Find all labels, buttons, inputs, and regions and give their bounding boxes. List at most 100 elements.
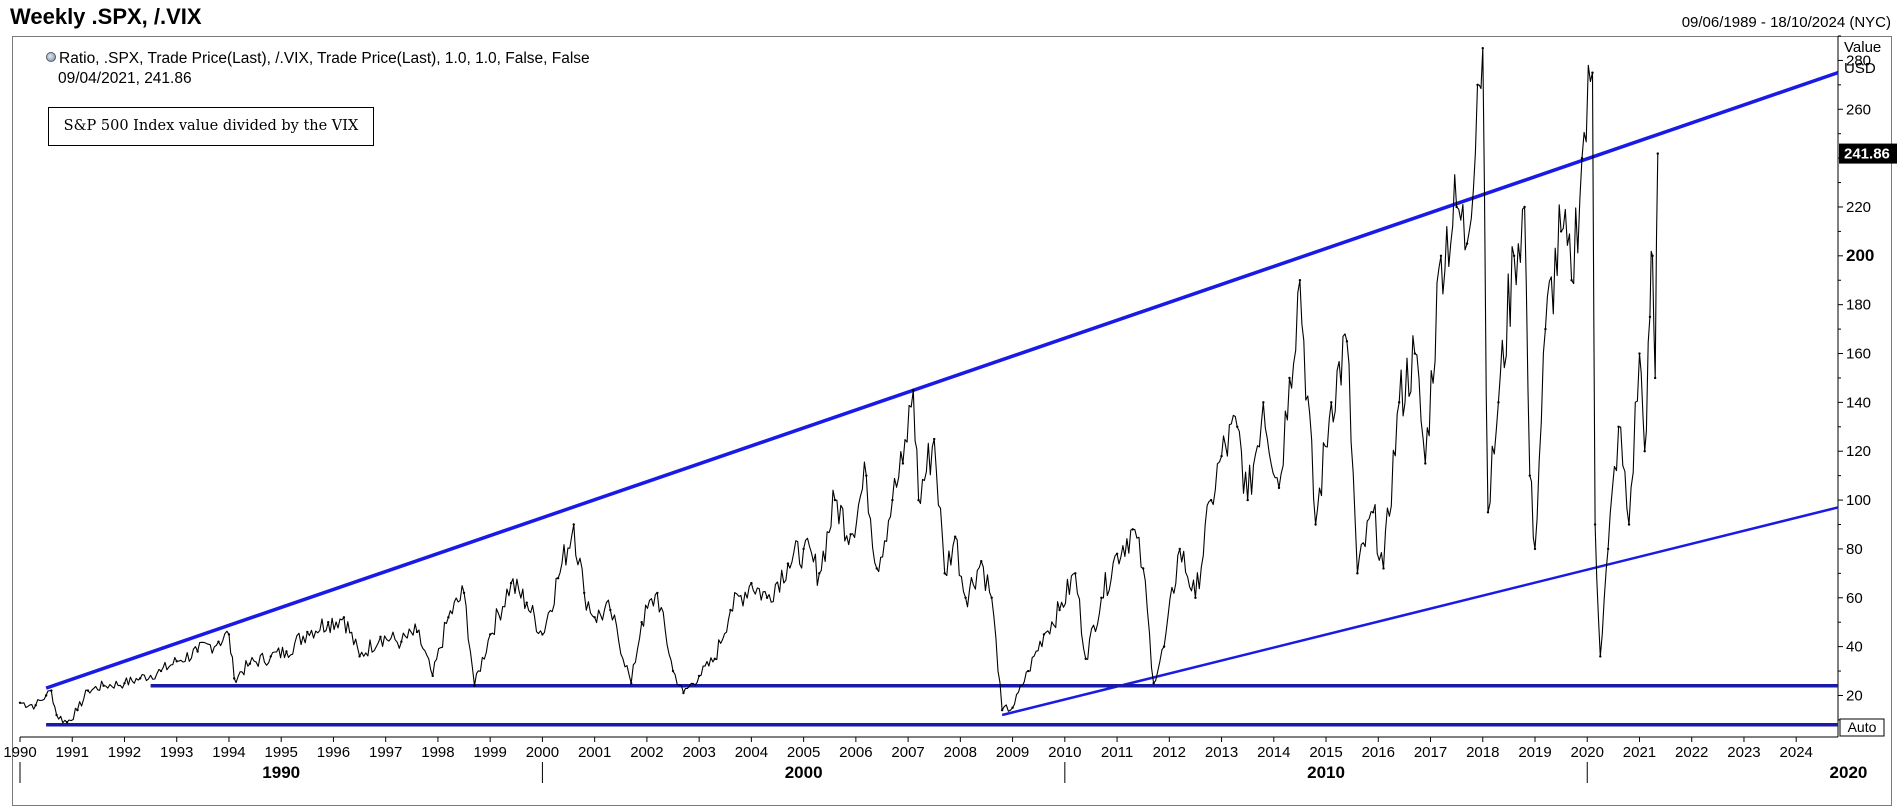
- data-point: [1042, 633, 1046, 636]
- data-point: [1011, 706, 1014, 709]
- data-point: [525, 601, 528, 604]
- y-tick-label: 160: [1846, 346, 1871, 363]
- trendline-upper-channel[interactable]: [45, 70, 1839, 690]
- x-tick-label: 1998: [421, 744, 454, 761]
- decade-label: 2000: [785, 763, 823, 782]
- trendline-lower-channel[interactable]: [1001, 506, 1839, 717]
- data-point: [1152, 682, 1155, 685]
- data-point: [1115, 552, 1119, 556]
- data-point: [1648, 315, 1652, 319]
- data-point: [415, 630, 419, 634]
- data-point: [1178, 547, 1181, 551]
- x-tick-label: 2015: [1309, 744, 1342, 761]
- data-point: [175, 660, 178, 663]
- data-point: [1330, 401, 1333, 404]
- x-tick-label: 2006: [839, 744, 872, 761]
- series-legend[interactable]: Ratio, .SPX, Trade Price(Last), /.VIX, T…: [46, 50, 590, 68]
- data-point: [1162, 645, 1166, 648]
- data-point: [342, 616, 346, 619]
- x-tick-label: 2009: [996, 744, 1029, 761]
- data-point: [138, 677, 142, 680]
- data-point: [1544, 327, 1547, 331]
- x-tick-label: 2016: [1362, 744, 1395, 761]
- x-tick-label: 1997: [369, 744, 402, 761]
- y-tick-label: 220: [1846, 199, 1871, 216]
- data-point: [990, 596, 993, 599]
- annotation-box[interactable]: S&P 500 Index value divided by the VIX: [48, 107, 374, 146]
- data-point: [1220, 454, 1223, 458]
- data-point: [123, 682, 126, 685]
- data-point: [865, 474, 868, 477]
- x-tick-label: 2012: [1153, 744, 1186, 761]
- data-point: [1058, 608, 1061, 612]
- data-point: [232, 677, 236, 680]
- data-point: [786, 562, 790, 565]
- data-point: [1084, 657, 1087, 661]
- data-point: [671, 669, 675, 673]
- data-point: [1486, 511, 1490, 514]
- data-point: [1131, 528, 1134, 531]
- series-line[interactable]: [19, 47, 1659, 724]
- data-point: [917, 498, 920, 502]
- x-tick-label: 1996: [317, 744, 350, 761]
- x-tick-label: 1995: [265, 744, 298, 761]
- y-tick-label: 60: [1846, 590, 1863, 607]
- data-point: [1262, 401, 1265, 404]
- x-tick-label: 2001: [578, 744, 611, 761]
- data-point: [891, 498, 894, 502]
- decade-label: 2020: [1830, 763, 1868, 782]
- data-point: [1413, 352, 1417, 355]
- data-point: [630, 682, 633, 685]
- data-point: [833, 498, 837, 502]
- x-tick-label: 2003: [682, 744, 715, 761]
- chart-frame: [12, 36, 1892, 806]
- data-point: [1288, 376, 1291, 380]
- data-point: [50, 689, 53, 692]
- data-point: [572, 523, 575, 526]
- x-tick-label: 2011: [1101, 744, 1133, 761]
- data-point: [1371, 511, 1375, 514]
- data-point: [1345, 340, 1349, 343]
- data-point: [18, 701, 22, 705]
- data-point: [65, 721, 69, 724]
- data-point: [462, 591, 466, 595]
- x-tick-label: 2020: [1571, 744, 1604, 761]
- data-point: [802, 547, 805, 551]
- x-tick-label: 1999: [473, 744, 506, 761]
- data-point: [327, 621, 330, 624]
- auto-scale-button[interactable]: [1839, 718, 1885, 737]
- last-value-box: [1839, 143, 1897, 164]
- data-point: [1528, 474, 1531, 477]
- data-point: [750, 581, 753, 585]
- series-dot-icon: [46, 52, 56, 62]
- data-point: [227, 633, 231, 636]
- x-tick-label: 2008: [944, 744, 977, 761]
- data-point: [1476, 83, 1479, 87]
- data-point: [1651, 254, 1654, 258]
- data-point: [248, 662, 252, 665]
- x-tick-label: 2024: [1780, 744, 1813, 761]
- data-point: [682, 691, 685, 695]
- data-point: [86, 689, 90, 692]
- data-point: [509, 581, 513, 585]
- data-point: [1643, 450, 1646, 453]
- data-point: [1000, 708, 1004, 712]
- data-point: [217, 640, 220, 643]
- data-point: [1141, 567, 1145, 570]
- data-point: [1559, 230, 1563, 233]
- x-tick-label: 2002: [630, 744, 663, 761]
- data-point: [1627, 523, 1631, 526]
- data-point: [1533, 547, 1537, 551]
- data-point: [640, 621, 643, 624]
- data-point: [34, 704, 37, 707]
- decade-label: 1990: [262, 763, 300, 782]
- data-point: [1606, 547, 1610, 551]
- data-point: [102, 684, 105, 687]
- x-tick-label: 2010: [1048, 744, 1081, 761]
- data-point: [1617, 425, 1620, 429]
- y-axis-unit: USD: [1844, 60, 1876, 77]
- y-axis-title: Value: [1844, 39, 1881, 56]
- data-point: [1382, 567, 1385, 570]
- data-point: [1523, 205, 1526, 209]
